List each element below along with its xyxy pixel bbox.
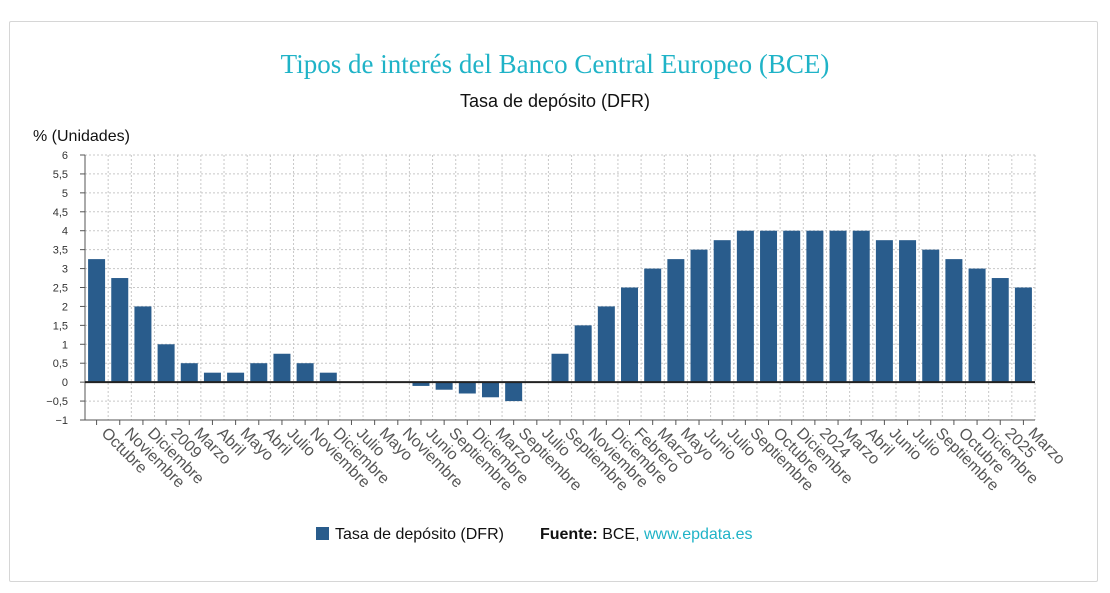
bar (736, 230, 754, 383)
bar (250, 363, 268, 383)
bar (899, 240, 917, 383)
bar (551, 353, 569, 383)
y-tick-label: 5,5 (53, 169, 68, 181)
chart-subtitle: Tasa de depósito (DFR) (459, 91, 651, 111)
bar (783, 230, 801, 383)
y-tick-label: 1 (62, 339, 68, 351)
y-tick-label: 0 (62, 377, 68, 389)
y-tick-label: 3 (62, 264, 68, 276)
bar (574, 325, 592, 383)
y-tick-label: −0,5 (46, 396, 68, 408)
legend-series-label: Tasa de depósito (DFR) (335, 526, 504, 543)
bar (296, 363, 314, 383)
bars (88, 230, 1032, 402)
y-tick-label: 4,5 (53, 207, 68, 219)
source-name: BCE, (597, 526, 644, 543)
source-prefix: Fuente: (539, 526, 598, 543)
y-tick-label: 2,5 (53, 283, 68, 295)
bar (319, 372, 337, 383)
chart-frame (9, 21, 1098, 582)
y-tick-label: 1,5 (53, 320, 68, 332)
y-tick-label: 2 (62, 301, 68, 313)
y-tick-label: 0,5 (53, 358, 68, 370)
bar (111, 278, 129, 383)
bar (829, 230, 847, 383)
legend: Tasa de depósito (DFR) Fuente: BCE, www.e… (316, 524, 753, 546)
bar (945, 259, 963, 383)
y-tick-labels: −1 −0,5 0 0,5 1 1,5 2 2,5 3 3,5 4 4,5 5 5,5 6 (46, 150, 68, 427)
bar (88, 259, 106, 383)
bar (968, 268, 986, 383)
bar (667, 259, 685, 383)
legend-swatch (316, 527, 329, 540)
x-tick-labels: OctubreNoviembreDiciembre2009MarzoAbrilM… (98, 425, 1068, 495)
bar (713, 240, 731, 383)
source-link[interactable]: www.epdata.es (643, 526, 753, 543)
bar (273, 353, 291, 383)
bar (690, 249, 708, 383)
bar (435, 382, 453, 390)
y-tick-label: −1 (55, 415, 68, 427)
bar (505, 382, 523, 402)
bar (134, 306, 152, 383)
bar (227, 372, 245, 383)
bar (875, 240, 893, 383)
bar (644, 268, 662, 383)
bar (991, 278, 1009, 383)
bar (597, 306, 615, 383)
bar (412, 382, 430, 386)
chart-title: Tipos de interés del Banco Central Europ… (280, 49, 830, 79)
bar (852, 230, 870, 383)
bar (157, 344, 175, 383)
bar (481, 382, 499, 398)
bar (760, 230, 778, 383)
y-tick-label: 3,5 (53, 245, 68, 257)
y-tick-label: 6 (62, 150, 68, 162)
y-axis-units-label: % (Unidades) (33, 128, 130, 145)
bar (621, 287, 639, 383)
bar (922, 249, 940, 383)
bar (1014, 287, 1032, 383)
axes (80, 154, 1035, 425)
bar (458, 382, 476, 394)
bar (180, 363, 198, 383)
bar (203, 372, 221, 383)
bar (806, 230, 824, 383)
y-tick-label: 4 (62, 226, 68, 238)
y-tick-label: 5 (62, 188, 68, 200)
